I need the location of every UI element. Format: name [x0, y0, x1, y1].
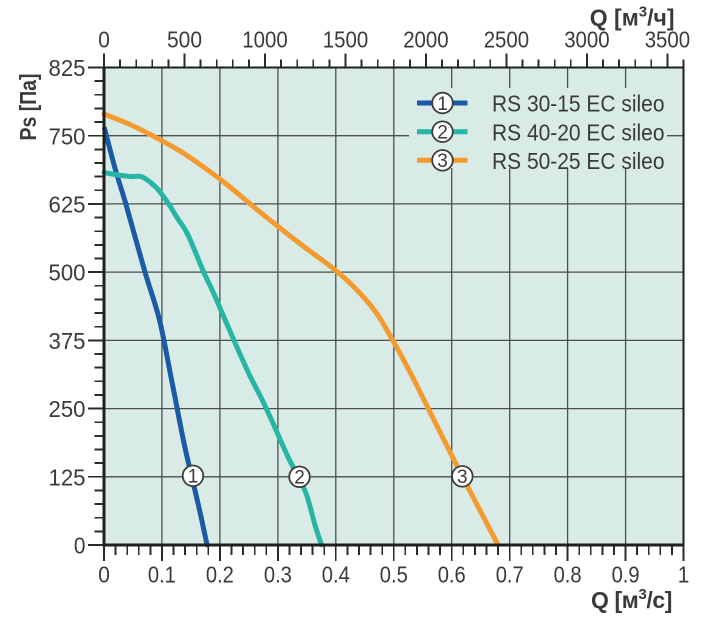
svg-text:2500: 2500: [484, 27, 529, 53]
svg-text:0.5: 0.5: [380, 562, 408, 588]
svg-text:1: 1: [437, 94, 448, 115]
svg-text:1500: 1500: [323, 27, 368, 53]
svg-text:3: 3: [437, 151, 448, 172]
svg-text:500: 500: [167, 27, 202, 53]
svg-text:125: 125: [49, 464, 86, 490]
svg-text:1000: 1000: [242, 27, 287, 53]
svg-text:Q [м3/с]: Q [м3/с]: [591, 586, 672, 613]
svg-text:RS 40-20 EC sileo: RS 40-20 EC sileo: [492, 119, 665, 145]
svg-text:375: 375: [49, 328, 86, 354]
svg-text:0.3: 0.3: [264, 562, 292, 588]
svg-text:3000: 3000: [564, 27, 609, 53]
svg-text:Q [м3/ч]: Q [м3/ч]: [590, 4, 675, 31]
svg-text:0: 0: [74, 533, 86, 559]
svg-text:Ps [Па]: Ps [Па]: [15, 74, 41, 141]
svg-text:0.2: 0.2: [206, 562, 234, 588]
svg-text:2: 2: [294, 468, 305, 489]
svg-text:2: 2: [437, 123, 448, 144]
svg-text:1: 1: [678, 562, 690, 588]
svg-text:0.1: 0.1: [148, 562, 176, 588]
svg-text:3500: 3500: [645, 27, 690, 53]
svg-text:825: 825: [49, 55, 86, 81]
svg-text:625: 625: [49, 192, 86, 218]
svg-text:3: 3: [457, 467, 468, 488]
svg-text:500: 500: [49, 260, 86, 286]
svg-text:RS 50-25 EC sileo: RS 50-25 EC sileo: [492, 148, 665, 174]
svg-text:2000: 2000: [403, 27, 448, 53]
svg-text:0.4: 0.4: [322, 562, 350, 588]
svg-text:0: 0: [98, 27, 110, 53]
svg-text:0.6: 0.6: [438, 562, 466, 588]
svg-text:RS 30-15 EC sileo: RS 30-15 EC sileo: [492, 91, 665, 117]
svg-text:750: 750: [49, 123, 86, 149]
svg-text:0.7: 0.7: [496, 562, 524, 588]
svg-text:0.9: 0.9: [612, 562, 640, 588]
svg-text:0: 0: [98, 562, 110, 588]
svg-text:1: 1: [188, 467, 199, 488]
svg-text:0.8: 0.8: [554, 562, 582, 588]
svg-text:250: 250: [49, 396, 86, 422]
